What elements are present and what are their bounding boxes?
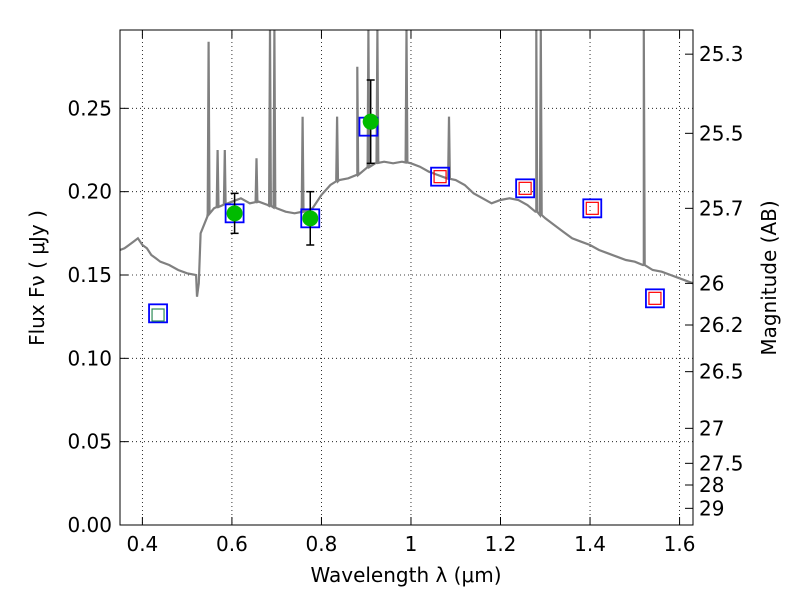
y2-tick-label: 25.3 bbox=[699, 42, 744, 66]
x-tick-label: 1 bbox=[405, 532, 418, 556]
y-axis-ticks: 0.00 0.05 0.10 0.15 0.20 0.25 bbox=[67, 96, 128, 537]
y2-tick-label: 29 bbox=[699, 496, 724, 520]
model-flux-box bbox=[515, 178, 536, 199]
y2-tick-label: 26 bbox=[699, 271, 724, 295]
x-tick-label: 0.4 bbox=[126, 532, 158, 556]
y-tick-label: 0.20 bbox=[67, 180, 112, 204]
x-tick-label: 1.2 bbox=[485, 532, 517, 556]
x-tick-label: 1.6 bbox=[664, 532, 696, 556]
upper-limit-box bbox=[585, 201, 599, 215]
model-spectrum-line bbox=[119, 29, 694, 297]
observed-flux-point bbox=[302, 210, 319, 227]
y-tick-label: 0.00 bbox=[67, 513, 112, 537]
photometry-points bbox=[148, 79, 665, 324]
x-tick-label: 0.8 bbox=[306, 532, 338, 556]
model-flux-box bbox=[148, 303, 168, 324]
observed-flux-point bbox=[226, 205, 243, 222]
model-flux-box bbox=[430, 166, 450, 187]
y2-tick-label: 27 bbox=[699, 416, 724, 440]
y2-tick-label: 26.2 bbox=[699, 313, 744, 337]
upper-limit-box bbox=[433, 170, 447, 184]
upper-limit-box bbox=[648, 291, 662, 305]
model-flux-box bbox=[582, 198, 603, 219]
y-axis-label: Flux Fν ( μJy ) bbox=[25, 210, 49, 346]
plot-frame bbox=[119, 29, 694, 526]
x-tick-label: 1.4 bbox=[574, 532, 606, 556]
y-tick-label: 0.15 bbox=[67, 263, 112, 287]
model-spectrum bbox=[119, 29, 694, 297]
upper-limit-box bbox=[518, 181, 532, 195]
y-tick-label: 0.10 bbox=[67, 346, 112, 370]
x-axis-ticks: 0.4 0.6 0.8 1 1.2 1.4 1.6 bbox=[126, 30, 695, 556]
y2-tick-label: 28 bbox=[699, 473, 724, 497]
band-flux-box bbox=[151, 308, 165, 322]
grid-lines bbox=[120, 30, 693, 526]
y2-axis-label: Magnitude (AB) bbox=[757, 200, 781, 355]
y2-tick-label: 25.7 bbox=[699, 196, 744, 220]
x-tick-label: 0.6 bbox=[216, 532, 248, 556]
y2-tick-label: 27.5 bbox=[699, 451, 744, 475]
x-axis-label: Wavelength λ (μm) bbox=[310, 563, 501, 587]
y2-tick-label: 25.5 bbox=[699, 121, 744, 145]
y-tick-label: 0.25 bbox=[67, 96, 112, 120]
y2-tick-label: 26.5 bbox=[699, 360, 744, 384]
observed-flux-point bbox=[362, 113, 379, 130]
y-tick-label: 0.05 bbox=[67, 430, 112, 454]
model-flux-box bbox=[645, 288, 665, 309]
